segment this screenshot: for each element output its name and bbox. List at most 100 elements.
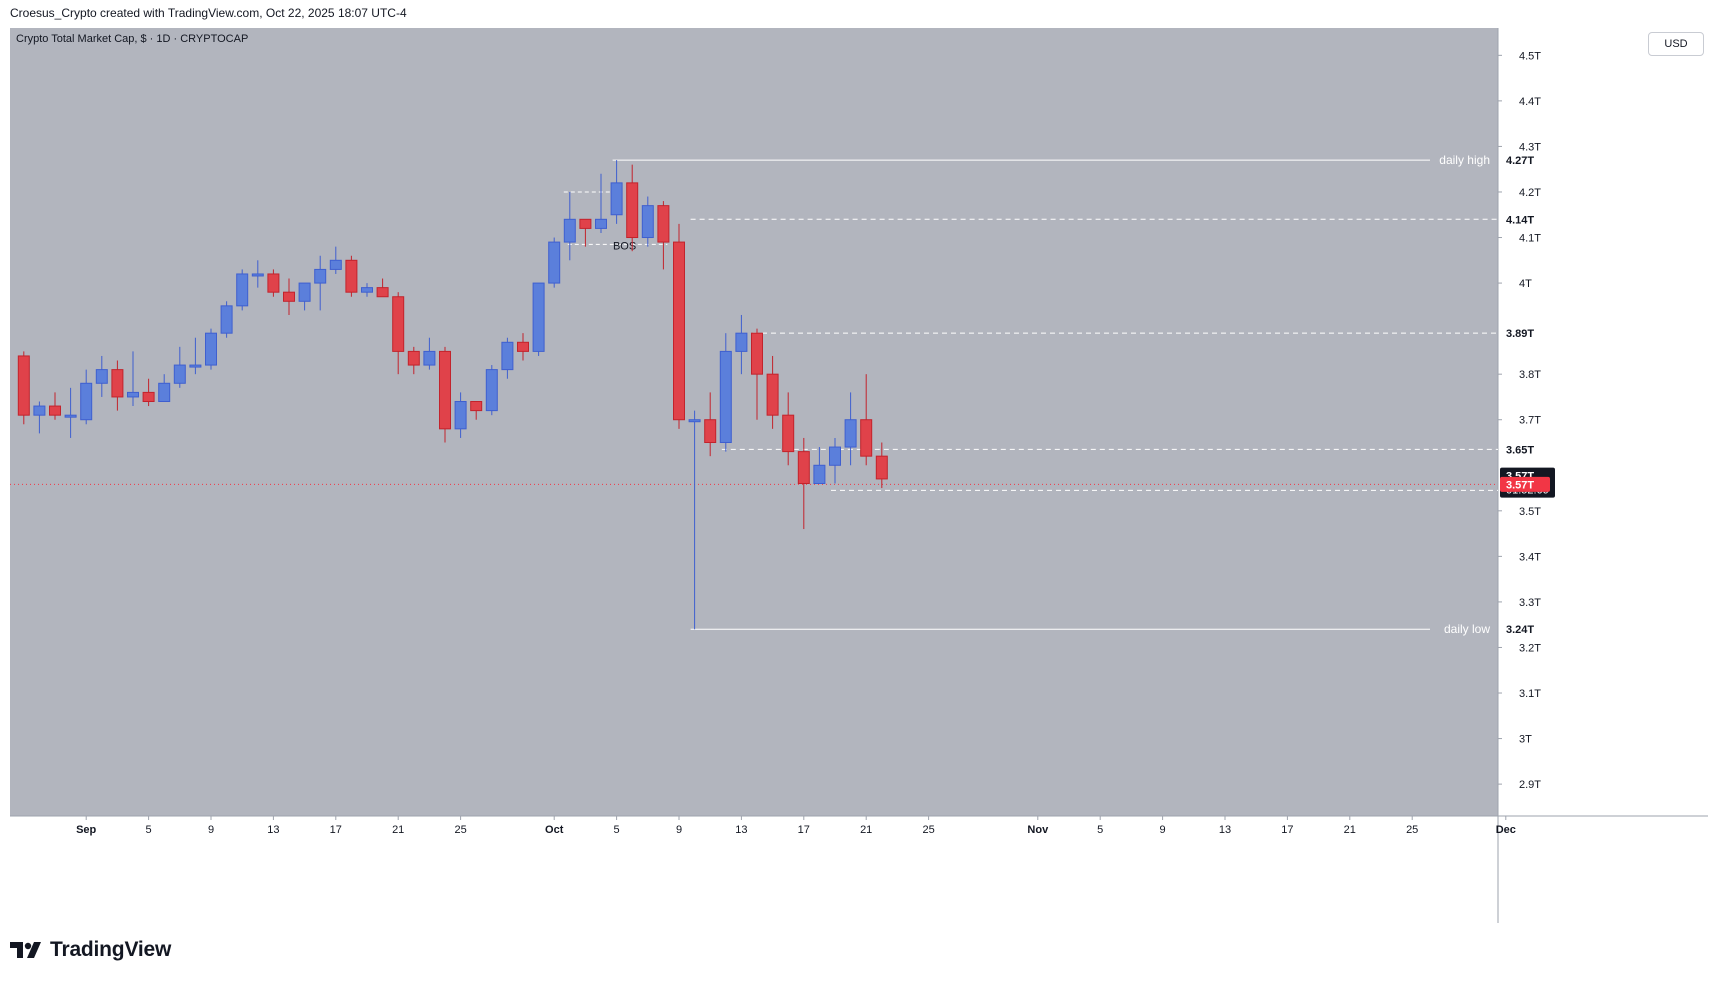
y-tick-label: 4.2T xyxy=(1519,187,1541,199)
y-tick-label: 3.1T xyxy=(1519,688,1541,700)
candle-body xyxy=(766,373,779,416)
x-tick-label: 21 xyxy=(860,824,872,836)
y-tick-label: 4.1T xyxy=(1519,233,1541,245)
level-price-tag-bg xyxy=(1500,621,1550,637)
candle-body xyxy=(626,182,639,239)
candle-body xyxy=(563,218,576,243)
candle-body xyxy=(517,341,529,352)
candle-body xyxy=(205,332,217,366)
y-tick-label: 3.2T xyxy=(1519,642,1541,654)
candle-body xyxy=(610,182,623,216)
level-price-tag-bg xyxy=(1500,211,1550,227)
candle-body xyxy=(501,341,514,371)
brand-logo: TradingView xyxy=(10,938,171,962)
candlestick-chart[interactable]: Crypto Total Market Cap, $ · 1D · CRYPTO… xyxy=(10,28,1708,923)
candle-body xyxy=(407,350,420,366)
level-price-tag: 3.89T xyxy=(1506,328,1534,340)
x-tick-label: Sep xyxy=(76,824,96,836)
candle-body xyxy=(173,364,186,384)
candle-body xyxy=(361,287,373,293)
candle-body xyxy=(158,382,171,403)
y-tick-label: 3.4T xyxy=(1519,551,1541,563)
candle-body xyxy=(111,369,124,398)
x-tick-label: 5 xyxy=(614,824,620,836)
candle-body xyxy=(267,273,280,293)
x-tick-label: 25 xyxy=(454,824,466,836)
candle-body xyxy=(719,350,732,443)
candle-body xyxy=(548,241,561,284)
chart-attribution: Croesus_Crypto created with TradingView.… xyxy=(10,6,407,20)
candle-body xyxy=(142,391,155,403)
y-tick-label: 3T xyxy=(1519,734,1532,746)
y-tick-label: 4.4T xyxy=(1519,96,1541,108)
y-tick-label: 3.7T xyxy=(1519,415,1541,427)
x-tick-label: 17 xyxy=(798,824,810,836)
y-tick-label: 4T xyxy=(1519,278,1532,290)
currency-button[interactable]: USD xyxy=(1648,32,1704,56)
x-tick-label: 25 xyxy=(922,824,934,836)
candle-body xyxy=(735,332,748,352)
x-tick-label: 13 xyxy=(735,824,747,836)
y-tick-label: 2.9T xyxy=(1519,779,1541,791)
level-lines: daily high daily low xyxy=(10,153,1498,636)
x-tick-label: 9 xyxy=(208,824,214,836)
candle-body xyxy=(485,369,498,412)
y-tick-label: 3.5T xyxy=(1519,506,1541,518)
candle-body xyxy=(704,419,717,443)
candle-body xyxy=(49,405,61,416)
candle-body xyxy=(641,205,654,239)
x-tick-label: 17 xyxy=(330,824,342,836)
candle-body xyxy=(844,419,857,448)
last-price-tag: 3.57T xyxy=(1506,479,1534,491)
candle-body xyxy=(595,218,607,229)
candle-body xyxy=(579,218,592,229)
candle-body xyxy=(236,273,249,307)
price-tags: 4.27T3.24T4.14T3.89T3.65T3.56T3.57T01:52… xyxy=(1500,152,1555,637)
plot-area[interactable] xyxy=(10,28,1498,816)
candle-body xyxy=(95,369,108,384)
candle-body xyxy=(797,451,810,484)
x-tick-label: 21 xyxy=(1344,824,1356,836)
x-tick-label: 13 xyxy=(267,824,279,836)
candle-body xyxy=(33,405,46,416)
x-tick-label: Dec xyxy=(1496,824,1516,836)
bos-label: BOS xyxy=(613,240,636,252)
candle-body xyxy=(189,364,202,368)
candle-body xyxy=(751,332,763,375)
candle-body xyxy=(220,305,233,334)
candles xyxy=(17,160,888,630)
x-tick-label: Nov xyxy=(1027,824,1049,836)
candle-body xyxy=(329,259,342,270)
candle-body xyxy=(283,291,295,302)
y-tick-label: 4.3T xyxy=(1519,141,1541,153)
candle-body xyxy=(657,205,670,243)
candle-body xyxy=(439,350,451,430)
level-price-tag: 4.27T xyxy=(1506,155,1534,167)
candle-body xyxy=(813,464,826,484)
candle-body xyxy=(532,282,545,352)
x-tick-label: 5 xyxy=(146,824,152,836)
x-tick-label: 25 xyxy=(1406,824,1418,836)
x-tick-label: 21 xyxy=(392,824,404,836)
candle-body xyxy=(64,414,77,418)
x-tick-label: 9 xyxy=(1160,824,1166,836)
bos-marker: BOS xyxy=(563,191,668,252)
level-price-tag: 3.65T xyxy=(1506,444,1534,456)
x-axis-ticks: Sep 5 9 13 17 21 25 Oct 5 9 13 17 21 25 Nov 5 9 13 17 21 25 D… xyxy=(76,816,1516,836)
candle-body xyxy=(829,446,841,466)
level-label: daily low xyxy=(1444,622,1490,636)
candle-body xyxy=(423,350,436,366)
brand-name: TradingView xyxy=(50,938,172,961)
x-tick-label: 9 xyxy=(676,824,682,836)
candle-body xyxy=(875,455,888,480)
candle-body xyxy=(782,414,795,453)
level-price-tag: 3.24T xyxy=(1506,624,1534,636)
time-axis[interactable] xyxy=(10,816,1498,923)
x-tick-label: 13 xyxy=(1219,824,1231,836)
candle-body xyxy=(251,273,264,277)
candle-body xyxy=(127,391,139,398)
candle-body xyxy=(392,296,405,352)
candle-body xyxy=(314,268,327,284)
chart-title: Crypto Total Market Cap, $ · 1D · CRYPTO… xyxy=(16,33,248,45)
x-tick-label: 5 xyxy=(1097,824,1103,836)
